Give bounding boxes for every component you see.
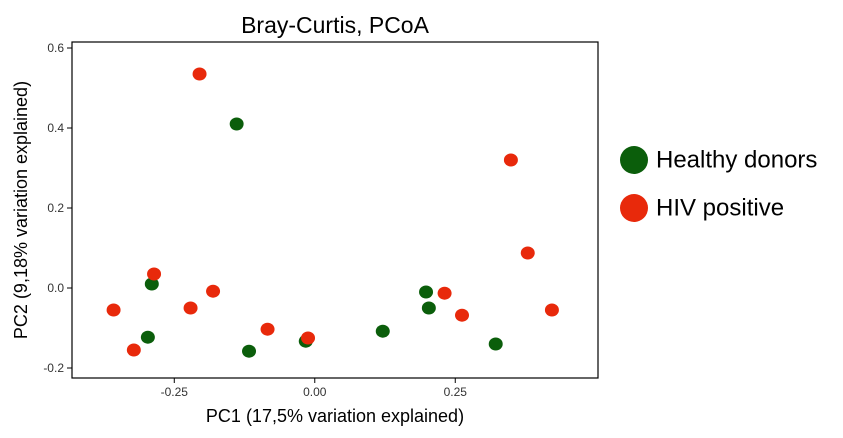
legend-swatch	[620, 194, 648, 222]
point	[260, 322, 275, 336]
point	[242, 344, 257, 358]
legend-label: Healthy donors	[656, 146, 817, 173]
point	[375, 324, 390, 338]
point	[140, 330, 155, 344]
point	[544, 303, 559, 317]
y-tick-label: 0.4	[47, 121, 64, 135]
point	[301, 331, 316, 345]
x-tick-label: 0.00	[303, 385, 327, 399]
point	[520, 246, 535, 260]
point	[126, 343, 141, 357]
y-tick-label: -0.2	[43, 361, 64, 375]
point	[455, 308, 470, 322]
x-axis-label: PC1 (17,5% variation explained)	[206, 406, 464, 426]
point	[206, 284, 221, 298]
legend-label: HIV positive	[656, 194, 784, 221]
point	[183, 301, 198, 315]
point	[229, 117, 244, 131]
legend-swatch	[620, 146, 648, 174]
point	[437, 286, 452, 300]
point	[192, 67, 207, 81]
x-tick-label: -0.25	[161, 385, 189, 399]
point	[419, 285, 434, 299]
point	[503, 153, 518, 167]
y-tick-label: 0.2	[47, 201, 64, 215]
point	[144, 277, 159, 291]
point	[147, 267, 162, 281]
y-tick-label: 0.0	[47, 281, 64, 295]
x-tick-label: 0.25	[444, 385, 468, 399]
point	[421, 301, 436, 315]
point	[488, 337, 503, 351]
y-tick-label: 0.6	[47, 41, 64, 55]
chart-title: Bray-Curtis, PCoA	[241, 12, 430, 38]
y-axis-label: PC2 (9,18% variation explained)	[11, 81, 31, 339]
plot-frame	[71, 41, 599, 379]
point	[106, 303, 121, 317]
